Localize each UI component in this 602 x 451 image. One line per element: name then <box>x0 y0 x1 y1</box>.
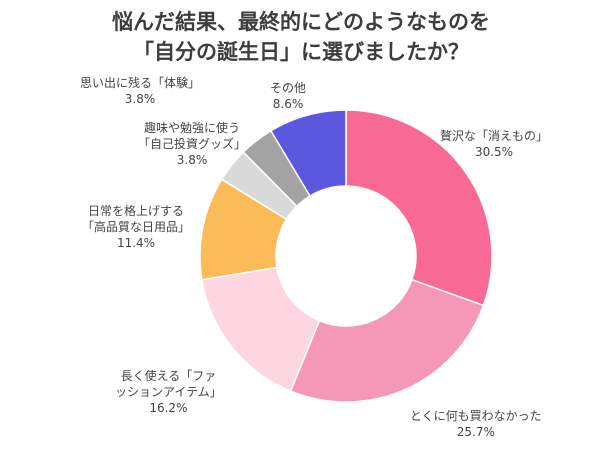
slice-label: 贅沢な「消えもの」 30.5% <box>440 128 548 160</box>
slice-value-label: 3.8% <box>176 153 208 167</box>
donut-slice <box>345 109 493 307</box>
slice-value-label: 16.2% <box>149 401 188 415</box>
slice-label-text: 贅沢な「消えもの」 <box>440 129 549 143</box>
chart-title-line-1: 悩んだ結果、最終的にどのようなものを <box>112 10 490 34</box>
slice-label-text: 日常を格上げする <box>88 204 185 218</box>
slice-label: とくに何も買わなかった 25.7% <box>410 408 542 440</box>
slice-value-label: 3.8% <box>124 92 156 106</box>
slice-label: 日常を格上げする 「高品質な日用品」 11.4% <box>82 203 190 251</box>
slice-value-label: 25.7% <box>456 425 495 439</box>
slice-label: 思い出に残る「体験」 3.8% <box>80 75 200 107</box>
slice-value-label: 30.5% <box>474 145 514 159</box>
slice-value-label: 11.4% <box>116 236 156 250</box>
slice-label: 長く使える「ファ ッションアイテム」 16.2% <box>115 368 222 416</box>
slice-label-text: ッションアイテム」 <box>115 385 222 399</box>
slice-value-label: 8.6% <box>272 97 304 111</box>
slice-label-text: その他 <box>270 81 307 95</box>
donut-slice <box>289 278 485 403</box>
slice-label-text: 趣味や勉強に使う <box>144 121 241 135</box>
chart-title-line-2: 「自分の誕生日」に選びましたか？ <box>133 40 469 64</box>
slice-label: その他 8.6% <box>270 80 306 112</box>
slice-label-text: 「高品質な日用品」 <box>82 220 191 234</box>
slice-label-text: 「自己投資グッズ」 <box>138 137 247 151</box>
slice-label-text: とくに何も買わなかった <box>410 409 542 423</box>
slice-label-text: 長く使える「ファ <box>120 369 217 383</box>
donut-slice <box>269 109 347 198</box>
slice-label: 趣味や勉強に使う 「自己投資グッズ」 3.8% <box>138 120 246 168</box>
slice-label-text: 思い出に残る「体験」 <box>80 76 201 90</box>
